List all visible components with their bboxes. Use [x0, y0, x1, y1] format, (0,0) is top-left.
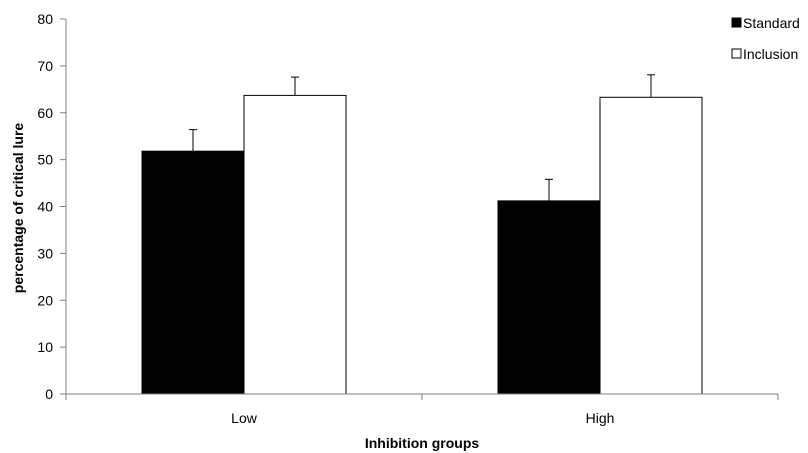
- bar-inclusion-high: [599, 96, 703, 395]
- bar-standard-high: [497, 200, 601, 395]
- legend-swatch-standard: [731, 17, 742, 28]
- error-bars: [189, 74, 655, 201]
- bars: [141, 94, 703, 395]
- y-tick-label: 40: [37, 199, 53, 215]
- legend: Standard Inclusion: [731, 15, 800, 62]
- x-axis-ticks: Low High: [65, 394, 779, 426]
- y-tick-label: 20: [37, 292, 53, 308]
- y-axis-title: percentage of critical lure: [10, 123, 26, 294]
- y-axis-ticks: 0 10 20 30 40 50 60 70 80: [37, 11, 66, 402]
- bar-inclusion-low: [243, 94, 347, 395]
- y-tick-label: 60: [37, 105, 53, 121]
- y-tick-label: 70: [37, 58, 53, 74]
- x-tick-label: Low: [231, 410, 258, 426]
- x-tick-label: High: [586, 410, 615, 426]
- x-axis-title: Inhibition groups: [365, 435, 480, 451]
- legend-swatch-inclusion: [731, 48, 742, 59]
- y-tick-label: 0: [45, 386, 53, 402]
- y-tick-label: 30: [37, 245, 53, 261]
- legend-label-inclusion: Inclusion: [743, 46, 798, 62]
- legend-label-standard: Standard: [743, 15, 800, 31]
- y-tick-label: 50: [37, 152, 53, 168]
- bar-standard-low: [141, 150, 245, 395]
- y-tick-label: 80: [37, 11, 53, 27]
- y-tick-label: 10: [37, 339, 53, 355]
